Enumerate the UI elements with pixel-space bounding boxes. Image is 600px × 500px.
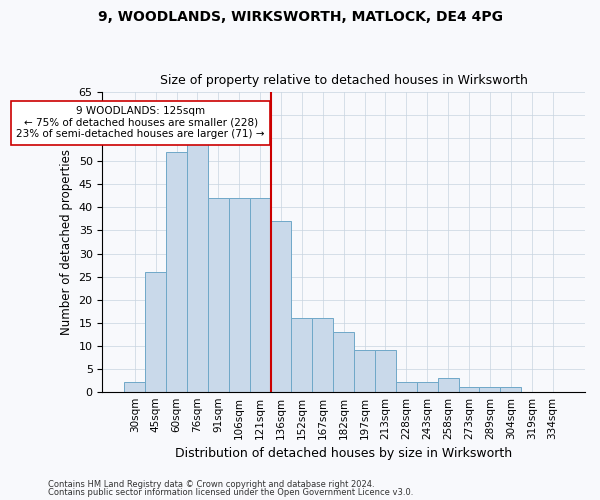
Bar	[438, 378, 458, 392]
Bar	[145, 272, 166, 392]
Bar	[292, 318, 313, 392]
Bar	[479, 387, 500, 392]
Bar	[417, 382, 438, 392]
Bar	[396, 382, 417, 392]
Text: 9, WOODLANDS, WIRKSWORTH, MATLOCK, DE4 4PG: 9, WOODLANDS, WIRKSWORTH, MATLOCK, DE4 4…	[97, 10, 503, 24]
Bar	[375, 350, 396, 392]
Bar	[333, 332, 354, 392]
Bar	[500, 387, 521, 392]
Bar	[250, 198, 271, 392]
Bar	[187, 143, 208, 392]
Title: Size of property relative to detached houses in Wirksworth: Size of property relative to detached ho…	[160, 74, 527, 87]
Bar	[354, 350, 375, 392]
Text: 9 WOODLANDS: 125sqm
← 75% of detached houses are smaller (228)
23% of semi-detac: 9 WOODLANDS: 125sqm ← 75% of detached ho…	[16, 106, 265, 140]
Text: Contains public sector information licensed under the Open Government Licence v3: Contains public sector information licen…	[48, 488, 413, 497]
Bar	[166, 152, 187, 392]
Bar	[271, 222, 292, 392]
Bar	[313, 318, 333, 392]
Text: Contains HM Land Registry data © Crown copyright and database right 2024.: Contains HM Land Registry data © Crown c…	[48, 480, 374, 489]
Bar	[124, 382, 145, 392]
Bar	[458, 387, 479, 392]
X-axis label: Distribution of detached houses by size in Wirksworth: Distribution of detached houses by size …	[175, 447, 512, 460]
Y-axis label: Number of detached properties: Number of detached properties	[60, 149, 73, 335]
Bar	[229, 198, 250, 392]
Bar	[208, 198, 229, 392]
